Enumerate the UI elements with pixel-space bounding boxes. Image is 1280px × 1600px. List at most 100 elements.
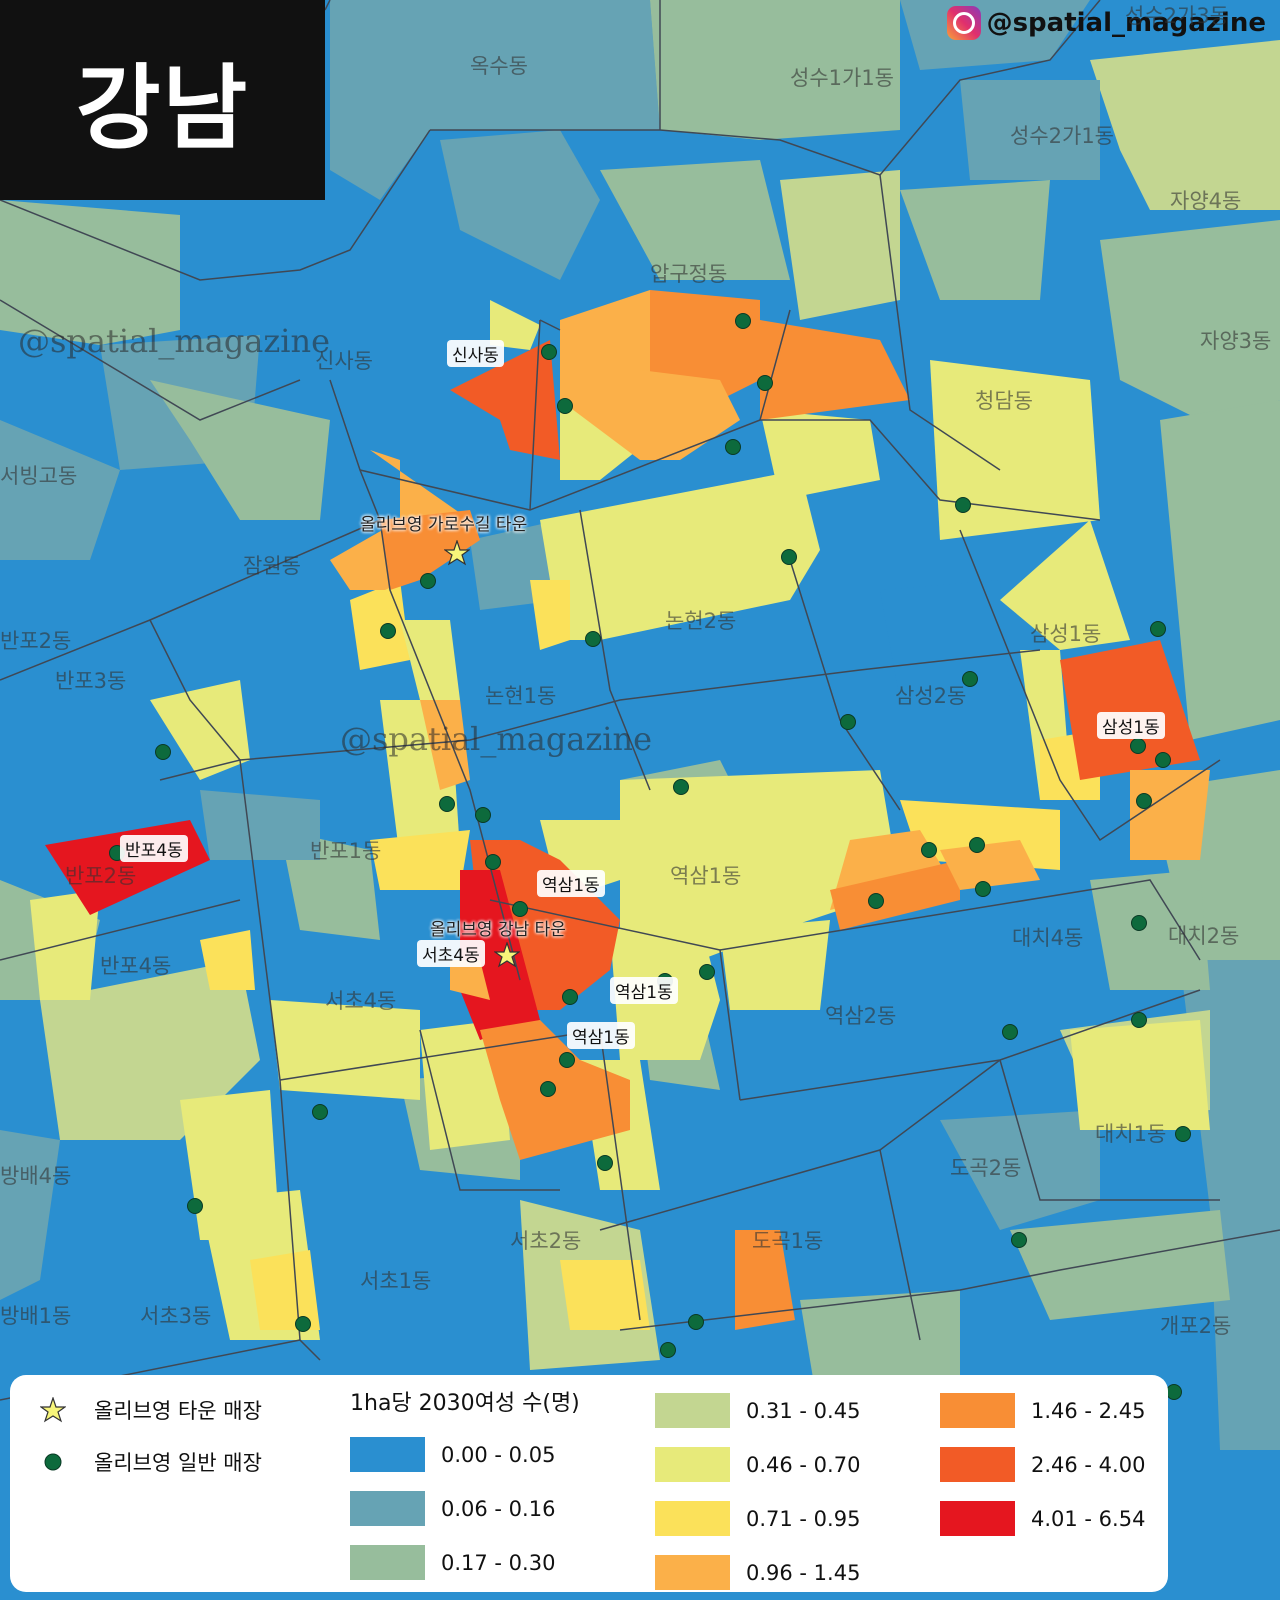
olive-young-store-marker: [1011, 1232, 1027, 1248]
map-legend: 올리브영 타운 매장 올리브영 일반 매장 1ha당 2030여성 수(명) 0…: [10, 1375, 1168, 1592]
dong-label: 대치1동: [1095, 1122, 1167, 1146]
legend-swatch: [655, 1393, 730, 1428]
legend-class-label: 0.06 - 0.16: [441, 1496, 556, 1521]
legend-swatch: [940, 1393, 1015, 1428]
dong-label: 서빙고동: [0, 464, 78, 488]
legend-class: 0.71 - 0.95: [655, 1501, 860, 1536]
olive-young-store-marker: [559, 1052, 575, 1068]
handle-text: @spatial_magazine: [986, 8, 1266, 38]
dong-label: 반포2동: [0, 629, 72, 653]
legend-swatch: [655, 1447, 730, 1482]
highlight-dong-label: 서초4동: [417, 940, 485, 967]
olive-young-store-marker: [187, 1198, 203, 1214]
dong-label: 도곡1동: [752, 1229, 824, 1253]
olive-young-store-marker: [725, 439, 741, 455]
dong-label: 성수2가3동: [1125, 4, 1230, 28]
olive-young-store-marker: [735, 313, 751, 329]
legend-class-label: 0.00 - 0.05: [441, 1442, 556, 1467]
olive-young-store-marker: [557, 398, 573, 414]
legend-class-label: 1.46 - 2.45: [1031, 1398, 1146, 1423]
dong-label: 방배4동: [0, 1164, 72, 1188]
dong-label: 삼성1동: [1030, 622, 1102, 646]
olive-young-store-marker: [975, 881, 991, 897]
legend-swatch: [350, 1437, 425, 1472]
highlight-dong-label: 역삼1동: [610, 977, 678, 1004]
highlight-dong-label: 역삼1동: [537, 870, 605, 897]
dong-label: 개포2동: [1160, 1314, 1232, 1338]
dong-label: 잠원동: [243, 554, 301, 578]
instagram-handle[interactable]: @spatial_magazine: [946, 6, 1266, 40]
dong-label: 성수2가1동: [1010, 124, 1115, 148]
dong-label: 반포2동: [65, 864, 137, 888]
dong-label: 압구정동: [650, 262, 728, 286]
dong-label: 역삼2동: [825, 1004, 897, 1028]
dong-label: 자양4동: [1170, 189, 1242, 213]
olive-young-store-marker: [840, 714, 856, 730]
olive-young-store-marker: [475, 807, 491, 823]
watermark: @spatial_magazine: [18, 322, 331, 360]
dong-label: 반포3동: [55, 669, 127, 693]
dong-label: 논현1동: [485, 684, 557, 708]
title-panel: 강남: [0, 0, 325, 200]
olive-young-store-marker: [1166, 1384, 1182, 1400]
olive-young-store-marker: [688, 1314, 704, 1330]
olive-young-store-marker: [1155, 752, 1171, 768]
legend-class: 0.31 - 0.45: [655, 1393, 860, 1428]
legend-swatch: [350, 1491, 425, 1526]
legend-class-label: 2.46 - 4.00: [1031, 1452, 1146, 1477]
olive-young-store-marker: [1002, 1024, 1018, 1040]
legend-title: 1ha당 2030여성 수(명): [350, 1391, 580, 1416]
olive-young-store-marker: [439, 796, 455, 812]
legend-class-label: 0.31 - 0.45: [746, 1398, 861, 1423]
olive-young-store-marker: [155, 744, 171, 760]
legend-swatch: [655, 1555, 730, 1590]
legend-class-label: 0.17 - 0.30: [441, 1550, 556, 1575]
green-dot-icon: [44, 1453, 62, 1471]
highlight-dong-label: 신사동: [447, 340, 504, 367]
dong-label: 청담동: [975, 389, 1033, 413]
olive-young-store-marker: [1175, 1126, 1191, 1142]
dong-label: 대치4동: [1012, 926, 1084, 950]
dong-label: 서초2동: [510, 1229, 582, 1253]
olive-young-store-marker: [541, 344, 557, 360]
olive-young-store-marker: [781, 549, 797, 565]
legend-class: 0.06 - 0.16: [350, 1491, 555, 1526]
olive-young-store-marker: [1130, 738, 1146, 754]
legend-class-label: 4.01 - 6.54: [1031, 1506, 1146, 1531]
legend-class-label: 0.71 - 0.95: [746, 1506, 861, 1531]
dong-label: 도곡2동: [950, 1156, 1022, 1180]
legend-town-store-label: 올리브영 타운 매장: [94, 1399, 262, 1423]
dong-label: 논현2동: [665, 609, 737, 633]
legend-swatch: [655, 1501, 730, 1536]
olive-young-store-marker: [485, 854, 501, 870]
legend-class-label: 0.96 - 1.45: [746, 1560, 861, 1585]
olive-young-store-marker: [295, 1316, 311, 1332]
olive-young-store-marker: [585, 631, 601, 647]
dong-label: 신사동: [315, 349, 373, 373]
olive-young-store-marker: [1131, 1012, 1147, 1028]
olive-young-store-marker: [969, 837, 985, 853]
olive-young-store-marker: [660, 1342, 676, 1358]
instagram-icon: [946, 6, 981, 40]
dong-label: 반포1동: [310, 839, 382, 863]
legend-town-store: 올리브영 타운 매장: [40, 1395, 262, 1425]
olive-young-store-marker: [868, 893, 884, 909]
dong-label: 옥수동: [470, 54, 528, 78]
dong-label: 서초1동: [360, 1269, 432, 1293]
legend-class: 0.96 - 1.45: [655, 1555, 860, 1590]
olive-young-store-marker: [597, 1155, 613, 1171]
town-store-star-icon: [494, 942, 520, 968]
olive-young-store-marker: [962, 671, 978, 687]
highlight-dong-label: 삼성1동: [1097, 712, 1165, 739]
olive-young-store-marker: [512, 901, 528, 917]
olive-young-store-marker: [1150, 621, 1166, 637]
olive-young-store-marker: [540, 1081, 556, 1097]
olive-young-store-marker: [699, 964, 715, 980]
olive-young-store-marker: [420, 573, 436, 589]
dong-label: 방배1동: [0, 1304, 72, 1328]
olive-young-store-marker: [1131, 915, 1147, 931]
watermark: @spatial_magazine: [340, 720, 653, 758]
legend-general-store-label: 올리브영 일반 매장: [94, 1451, 262, 1475]
legend-class: 2.46 - 4.00: [940, 1447, 1145, 1482]
